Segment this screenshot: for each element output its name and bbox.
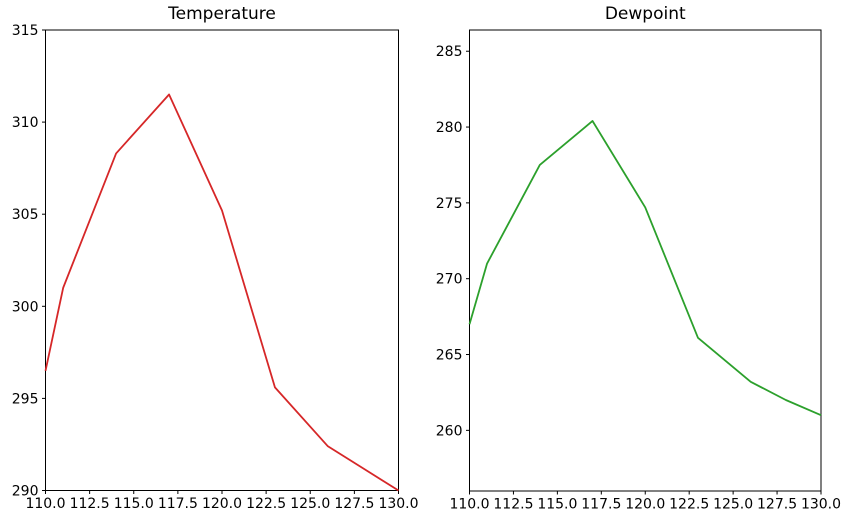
dewpoint-y-tick-label: 275 — [436, 196, 463, 212]
temperature-y-tick-label: 310 — [12, 115, 39, 131]
temperature-x-tick-label: 122.5 — [246, 496, 286, 512]
dewpoint-x-tick-label: 130.0 — [801, 497, 841, 513]
temperature-axes-frame — [45, 29, 399, 491]
temperature-x-tick-label: 127.5 — [334, 496, 374, 512]
temperature-x-tick-label: 120.0 — [202, 496, 242, 512]
dewpoint-y-tick-label: 285 — [436, 44, 463, 60]
dewpoint-y-tick-label: 260 — [436, 423, 463, 439]
dewpoint-x-tick-label: 125.0 — [713, 497, 753, 513]
temperature-x-tick-label: 117.5 — [158, 496, 198, 512]
dewpoint-y-tick-label: 280 — [436, 120, 463, 136]
temperature-y-tick-label: 295 — [12, 391, 39, 407]
temperature-chart-title: Temperature — [168, 4, 276, 24]
temperature-x-tick-label: 110.0 — [25, 496, 65, 512]
dewpoint-y-tick-label: 265 — [436, 348, 463, 364]
temperature-x-tick-label: 125.0 — [290, 496, 330, 512]
temperature-x-tick-label: 130.0 — [378, 496, 418, 512]
temperature-x-tick-label: 112.5 — [70, 496, 110, 512]
dewpoint-x-tick-label: 122.5 — [669, 497, 709, 513]
dewpoint-chart-title: Dewpoint — [604, 4, 686, 24]
temperature-y-tick-label: 290 — [12, 484, 39, 500]
dewpoint-x-tick-label: 120.0 — [625, 497, 665, 513]
dewpoint-x-tick-label: 112.5 — [493, 497, 533, 513]
temperature-y-tick-label: 305 — [12, 207, 39, 223]
dewpoint-line — [468, 120, 822, 417]
dewpoint-x-tick-label: 110.0 — [449, 497, 489, 513]
dewpoint-x-tick-label: 127.5 — [757, 497, 797, 513]
dewpoint-x-tick-label: 115.0 — [537, 497, 577, 513]
temperature-y-tick-label: 315 — [12, 23, 39, 39]
dewpoint-axes-frame — [469, 29, 822, 492]
dewpoint-y-tick-label: 270 — [436, 272, 463, 288]
temperature-x-tick-label: 115.0 — [114, 496, 154, 512]
dewpoint-x-tick-label: 117.5 — [581, 497, 621, 513]
temperature-line — [44, 93, 399, 492]
temperature-y-tick-label: 300 — [12, 299, 39, 315]
